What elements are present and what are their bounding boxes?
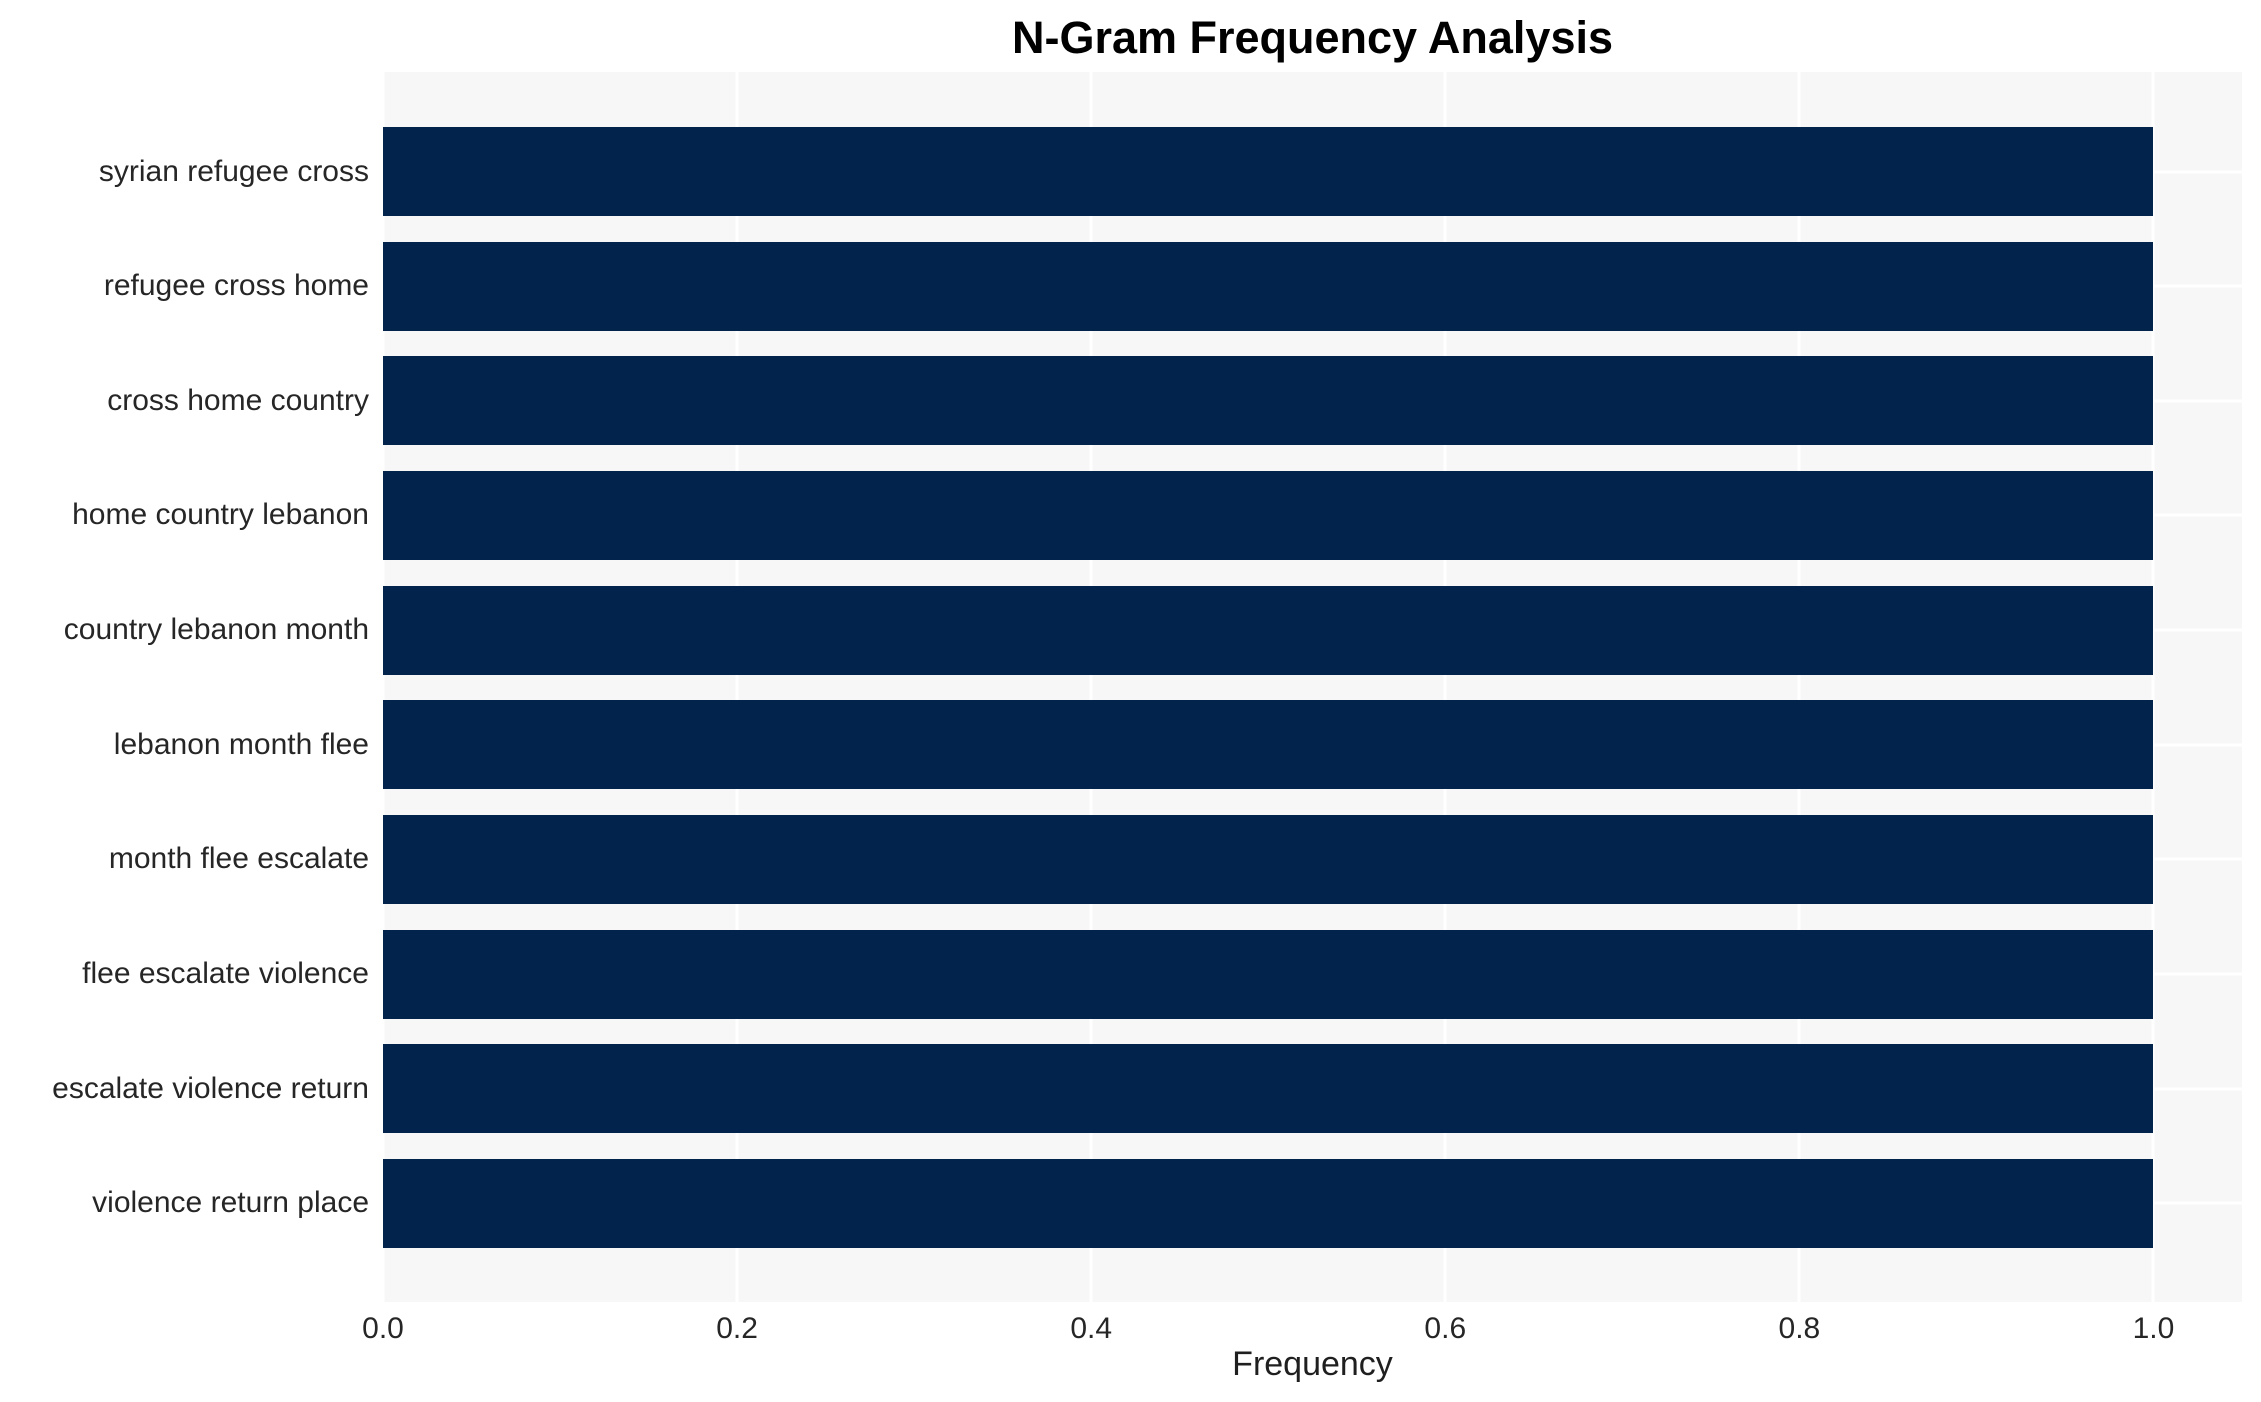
bar [383, 356, 2154, 446]
x-tick-label: 0.2 [716, 1312, 758, 1345]
bar-row [383, 1044, 2242, 1134]
x-tick-label: 0.8 [1778, 1312, 1821, 1345]
y-tick-label: syrian refugee cross [98, 154, 369, 188]
x-axis-ticks: 0.0 0.2 0.4 0.6 0.8 1.0 [362, 1302, 2242, 1348]
x-gridline [1089, 72, 1093, 1302]
x-gridline [381, 72, 385, 1302]
bar-row [383, 929, 2242, 1019]
plot-area [381, 72, 2242, 1302]
bar [383, 241, 2154, 331]
y-tick-label: country lebanon month [63, 613, 369, 647]
bar-row [383, 470, 2242, 560]
x-gridline [1443, 72, 1447, 1302]
bar-row [383, 585, 2242, 675]
bar [383, 1044, 2154, 1134]
y-tick-label: refugee cross home [103, 269, 369, 303]
bar [383, 700, 2154, 790]
bar-row [383, 127, 2242, 216]
bar [383, 929, 2154, 1019]
bar [383, 814, 2154, 904]
y-tick-label: lebanon month flee [113, 727, 369, 761]
bar-row [383, 356, 2242, 446]
y-tick-label: flee escalate violence [82, 957, 369, 991]
chart-title-area: N-Gram Frequency Analysis [383, 12, 2242, 64]
y-tick-label: home country lebanon [72, 498, 369, 532]
bar [383, 127, 2154, 216]
x-gridline [1797, 72, 1801, 1302]
x-gridline [2151, 72, 2155, 1302]
bar-row [383, 814, 2242, 904]
bar [383, 470, 2154, 560]
x-tick-label: 1.0 [2132, 1312, 2175, 1345]
y-tick-label: cross home country [107, 383, 369, 417]
bar-rows [383, 127, 2242, 1248]
x-gridline [735, 72, 739, 1302]
bar-row [383, 241, 2242, 331]
x-tick-label: 0.6 [1424, 1312, 1467, 1345]
bar-row [383, 700, 2242, 790]
y-tick-label: escalate violence return [52, 1071, 369, 1105]
bar [383, 585, 2154, 675]
y-tick-label: month flee escalate [108, 842, 369, 876]
y-axis-labels: syrian refugee cross refugee cross home cr… [0, 72, 369, 1302]
x-tick-label: 0.0 [362, 1312, 404, 1345]
x-tick-label: 0.4 [1070, 1312, 1113, 1345]
y-tick-label: violence return place [92, 1186, 369, 1220]
x-axis-title: Frequency [1232, 1345, 1393, 1383]
bar-row [383, 1158, 2242, 1248]
chart-title: N-Gram Frequency Analysis [1011, 12, 1614, 63]
bar [383, 1158, 2154, 1248]
